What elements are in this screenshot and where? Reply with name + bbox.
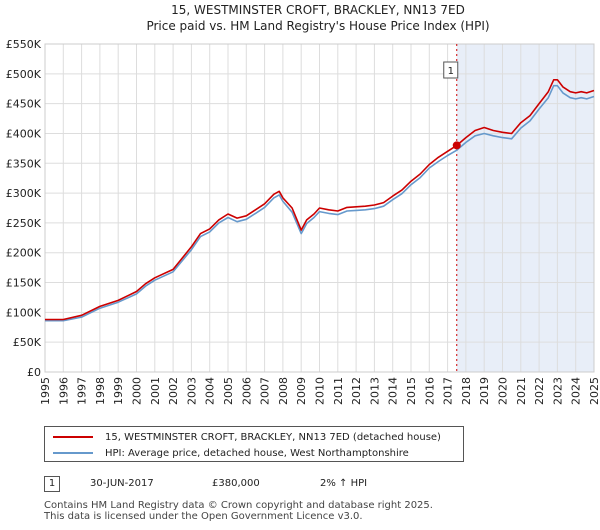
x-tick-label: 2002: [167, 377, 180, 405]
transaction-date: 30-JUN-2017: [90, 478, 154, 489]
legend-swatch-hpi: [53, 452, 93, 454]
x-tick-label: 2010: [314, 377, 327, 405]
x-tick-label: 2013: [368, 377, 381, 405]
x-tick-label: 2003: [185, 377, 198, 405]
transaction-price: £380,000: [212, 478, 260, 489]
x-tick-label: 2009: [295, 377, 308, 405]
y-tick-label: £100K: [6, 306, 42, 319]
x-tick-label: 1999: [112, 377, 125, 405]
x-tick-label: 2020: [497, 377, 510, 405]
x-tick-label: 2018: [460, 377, 473, 405]
plot-area-border: [44, 43, 595, 373]
footer-license: This data is licensed under the Open Gov…: [44, 511, 363, 522]
x-tick-label: 2000: [131, 377, 144, 405]
x-tick-label: 2006: [240, 377, 253, 405]
x-tick-label: 1995: [39, 377, 52, 405]
chart-subtitle: Price paid vs. HM Land Registry's House …: [146, 19, 489, 33]
footer-copyright: Contains HM Land Registry data © Crown c…: [44, 500, 433, 511]
series-line-hpi: [45, 84, 595, 322]
x-tick-label: 1997: [76, 377, 89, 405]
legend-label-property: 15, WESTMINSTER CROFT, BRACKLEY, NN13 7E…: [105, 431, 441, 443]
legend-item-property: 15, WESTMINSTER CROFT, BRACKLEY, NN13 7E…: [53, 429, 441, 445]
x-tick-label: 2014: [387, 377, 400, 405]
x-tick-label: 2004: [204, 377, 217, 405]
transaction-hpi-change: 2% ↑ HPI: [320, 478, 368, 489]
x-tick-label: 2001: [149, 377, 162, 405]
footer-notice: Contains HM Land Registry data © Crown c…: [44, 500, 433, 522]
x-tick-label: 2012: [350, 377, 363, 405]
y-tick-label: £450K: [6, 98, 42, 111]
y-tick-label: £200K: [6, 247, 42, 260]
y-tick-label: £500K: [6, 68, 42, 81]
x-tick-label: 2005: [222, 377, 235, 405]
y-tick-label: £0: [27, 366, 41, 379]
x-tick-label: 2011: [332, 377, 345, 405]
y-tick-label: £400K: [6, 127, 42, 140]
y-tick-label: £350K: [6, 157, 42, 170]
chart-legend: 15, WESTMINSTER CROFT, BRACKLEY, NN13 7E…: [44, 426, 464, 462]
y-tick-label: £50K: [13, 336, 42, 349]
sale-annotation-box: [443, 61, 459, 79]
x-tick-label: 2024: [570, 377, 583, 405]
x-tick-label: 2022: [533, 377, 546, 405]
x-tick-label: 2023: [551, 377, 564, 405]
legend-swatch-property: [53, 436, 93, 438]
x-tick-label: 2021: [515, 377, 528, 405]
sale-point: [452, 141, 461, 150]
y-tick-label: £250K: [6, 217, 42, 230]
sale-annotation-label: 1: [448, 66, 454, 77]
x-tick-label: 2015: [405, 377, 418, 405]
series-line-property: [45, 79, 595, 321]
x-tick-label: 2017: [442, 377, 455, 405]
x-tick-label: 2019: [478, 377, 491, 405]
x-tick-label: 1998: [94, 377, 107, 405]
chart-title: 15, WESTMINSTER CROFT, BRACKLEY, NN13 7E…: [171, 3, 465, 17]
x-tick-label: 2016: [423, 377, 436, 405]
price-chart: 15, WESTMINSTER CROFT, BRACKLEY, NN13 7E…: [6, 3, 600, 405]
legend-label-hpi: HPI: Average price, detached house, West…: [105, 447, 409, 459]
y-tick-label: £550K: [6, 38, 42, 51]
x-tick-label: 2025: [588, 377, 600, 405]
legend-item-hpi: HPI: Average price, detached house, West…: [53, 445, 409, 461]
x-tick-label: 2008: [277, 377, 290, 405]
transaction-badge: 1: [44, 476, 60, 492]
y-tick-label: £150K: [6, 277, 42, 290]
x-tick-label: 1996: [57, 377, 70, 405]
y-tick-label: £300K: [6, 187, 42, 200]
x-tick-label: 2007: [259, 377, 272, 405]
